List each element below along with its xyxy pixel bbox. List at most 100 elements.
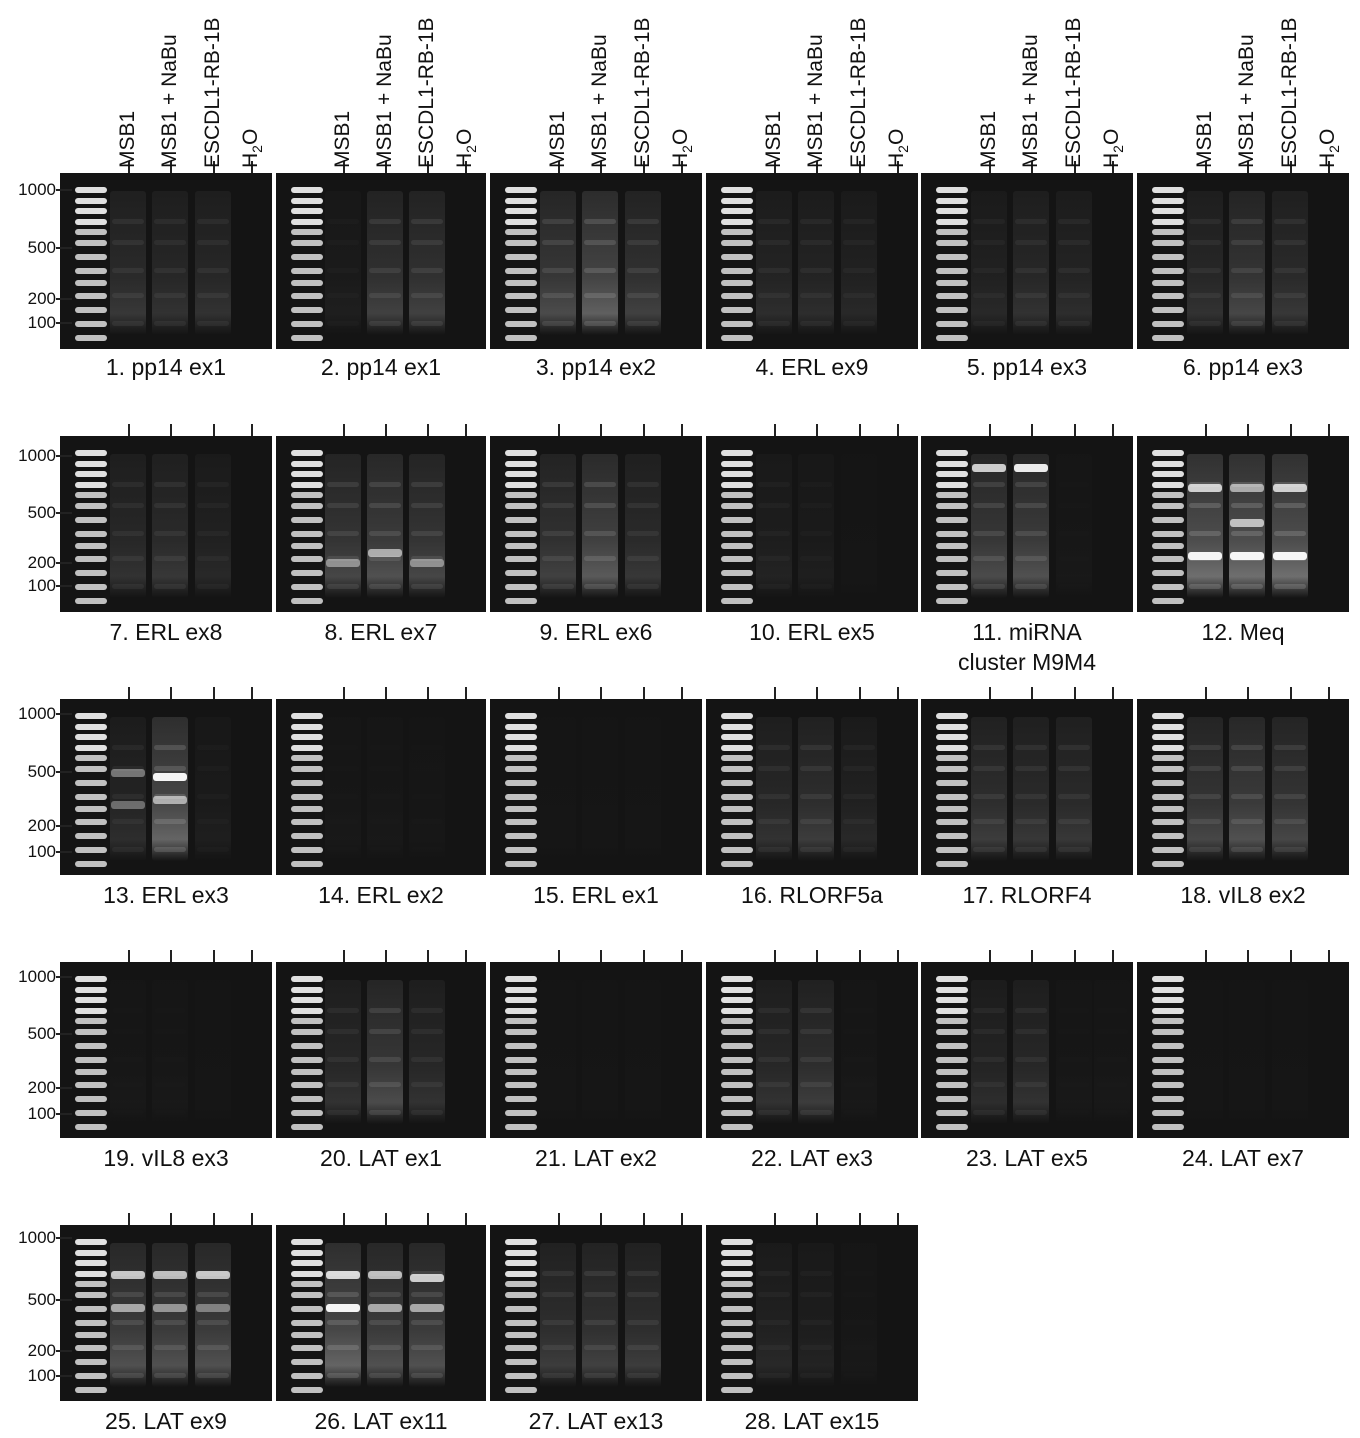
ladder-band [291,482,323,488]
lane-band [843,1292,875,1297]
lane-band [1096,1029,1128,1034]
ladder-band [936,543,968,549]
lane-band [843,556,875,561]
lane-label: MSB1 [331,110,354,168]
lane-band [1189,745,1221,750]
lane-tick [1247,161,1249,173]
ladder-band [721,1018,753,1024]
ladder-band [721,1359,753,1365]
lane-band [369,482,401,487]
ladder-band [721,492,753,498]
lane-band [1189,847,1221,852]
lane-smear [841,980,877,1124]
lane-smear [582,454,618,598]
lane-band [800,531,832,536]
ladder-band [721,1096,753,1102]
ladder-band [936,208,968,214]
gel-title: 3. pp14 ex2 [535,354,657,380]
lane-band [542,556,574,561]
ladder-band [1152,268,1184,274]
lane-tick [774,687,776,699]
lane-band [800,1320,832,1325]
lane-band [800,482,832,487]
gel-image [276,1225,486,1401]
ladder-band [291,187,323,193]
lane-band [758,1373,790,1378]
ladder-band [721,734,753,740]
ladder-band [291,229,323,235]
lane-band [369,794,401,799]
ladder-band [721,198,753,204]
ladder-band [291,450,323,456]
ladder-band [936,755,968,761]
lane-band [973,503,1005,508]
lane-tick [897,1213,899,1225]
lane-tick [251,950,253,962]
lane-band [369,766,401,771]
lane-tick [1290,161,1292,173]
lane-band [1189,1082,1221,1087]
lane-band [584,1082,616,1087]
lane-tick [600,950,602,962]
lane-band [584,482,616,487]
lane-band [843,293,875,298]
lane-band [627,1320,659,1325]
ladder-band [291,1345,323,1351]
ladder-band [936,268,968,274]
ladder-band [1152,1008,1184,1014]
ladder-band [721,1373,753,1379]
lane-band [154,1082,186,1087]
lane-band [154,482,186,487]
lane-label: MSB1 + NaBu [588,34,611,168]
lane-band [973,1008,1005,1013]
lane-tick [1074,687,1076,699]
ladder-band [291,724,323,730]
lane-band [843,847,875,852]
ladder-band [936,819,968,825]
lane-band [1058,293,1090,298]
ladder-band [291,1260,323,1266]
ladder-band [936,861,968,867]
ladder-band [721,321,753,327]
ladder-band [291,794,323,800]
lane-band [627,240,659,245]
lane-smear [625,1243,661,1387]
ladder-band [505,1281,537,1287]
lane-label: ESCDL1-RB-1B [415,17,438,168]
ladder-band [721,1292,753,1298]
ladder-band [75,570,107,576]
ladder-band [505,1359,537,1365]
lane-band [1274,1082,1306,1087]
ladder-band [75,1239,107,1245]
lane-band [1189,503,1221,508]
lane-smear [625,191,661,335]
lane-tick [897,161,899,173]
ladder-band [1152,780,1184,786]
ladder-band [936,531,968,537]
ladder-band [936,517,968,523]
lane-band [1058,556,1090,561]
lane-smear [367,1243,403,1387]
ladder-band [1152,321,1184,327]
lane-tick [859,687,861,699]
lane-band [627,1110,659,1115]
lane-band [1274,293,1306,298]
ladder-band [75,997,107,1003]
lane-tick [774,950,776,962]
ladder-band [721,280,753,286]
ladder-band [291,1008,323,1014]
lane-tick [385,950,387,962]
lane-tick [1112,161,1114,173]
lane-band [800,556,832,561]
ladder-band [1152,543,1184,549]
ladder-band [291,1250,323,1256]
lane-smear [367,454,403,598]
lane-tick [1031,950,1033,962]
lane-band [973,482,1005,487]
lane-smear [756,980,792,1124]
lane-band [1231,268,1263,273]
ladder-band [75,198,107,204]
lane-band [843,1029,875,1034]
gel-image [276,436,486,612]
lane-smear [110,717,146,861]
